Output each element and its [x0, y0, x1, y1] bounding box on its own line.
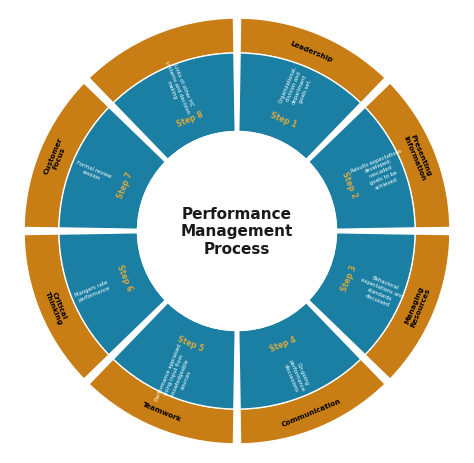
Text: Management: Management — [181, 224, 293, 239]
Text: Step 6: Step 6 — [115, 263, 134, 292]
Text: Organizational,
division and
department
goals set.: Organizational, division and department … — [278, 65, 315, 111]
Wedge shape — [89, 19, 234, 104]
Text: Step 3: Step 3 — [340, 263, 359, 292]
Text: Performance: Performance — [182, 206, 292, 221]
Wedge shape — [309, 108, 415, 230]
Text: Step 5: Step 5 — [176, 334, 205, 353]
Circle shape — [137, 132, 337, 331]
Text: Leadership: Leadership — [290, 40, 334, 63]
Text: Step 1: Step 1 — [269, 110, 298, 129]
Wedge shape — [113, 54, 235, 160]
Text: Communication: Communication — [281, 397, 342, 426]
Wedge shape — [240, 359, 385, 444]
Wedge shape — [24, 235, 109, 379]
Wedge shape — [309, 233, 415, 355]
Text: Customer
Focus: Customer Focus — [43, 136, 70, 177]
Wedge shape — [113, 303, 235, 409]
Text: Presenting
Information: Presenting Information — [402, 132, 433, 181]
Text: Mangers rate
performance: Mangers rate performance — [74, 279, 111, 303]
Wedge shape — [240, 19, 385, 104]
Wedge shape — [59, 233, 165, 355]
Text: Links ot other HC
systems and decision
making: Links ot other HC systems and decision m… — [158, 58, 196, 117]
Text: Results expectations
developed;
cascaded
goals to be
achieved: Results expectations developed; cascaded… — [350, 148, 412, 196]
Wedge shape — [239, 54, 361, 160]
Text: Step 2: Step 2 — [340, 171, 359, 200]
Text: On-going
performance
discussions: On-going performance discussions — [282, 357, 311, 394]
Text: Teamwork: Teamwork — [142, 401, 182, 422]
Text: Critical
Thinking: Critical Thinking — [44, 287, 69, 325]
Text: Managing
Resources: Managing Resources — [404, 284, 431, 328]
Text: Process: Process — [204, 242, 270, 257]
Wedge shape — [59, 108, 165, 230]
Text: Formal review
session: Formal review session — [73, 160, 112, 184]
Text: Step 4: Step 4 — [269, 334, 298, 353]
Wedge shape — [365, 84, 450, 228]
Text: Step 7: Step 7 — [115, 170, 134, 200]
Text: Step 8: Step 8 — [176, 110, 205, 129]
Wedge shape — [239, 303, 361, 409]
Text: Behavioral
expectations and
standards
discussed: Behavioral expectations and standards di… — [356, 271, 407, 311]
Wedge shape — [365, 235, 450, 379]
Wedge shape — [24, 84, 109, 228]
Text: Performance appraised
using input from
knowledgeable
sources: Performance appraised using input from k… — [155, 343, 200, 408]
Wedge shape — [89, 359, 234, 444]
